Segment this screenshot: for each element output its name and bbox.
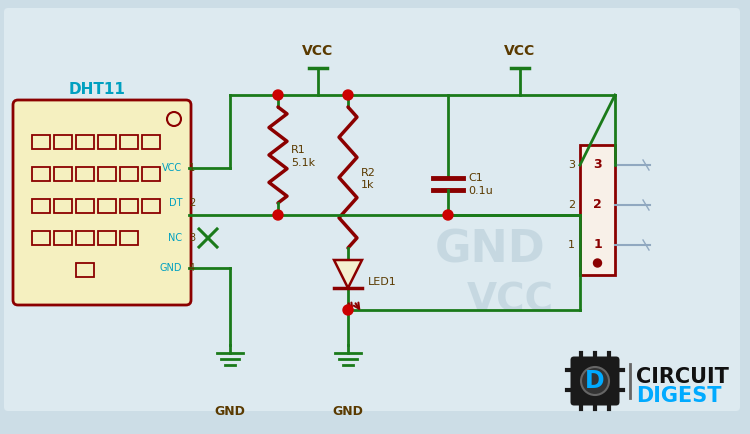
- Bar: [98, 199, 116, 213]
- Bar: [142, 167, 160, 181]
- Bar: [32, 231, 50, 245]
- Bar: [98, 231, 116, 245]
- Bar: [54, 167, 72, 181]
- Text: C1: C1: [468, 173, 483, 183]
- Circle shape: [273, 210, 283, 220]
- Text: 2: 2: [593, 198, 602, 211]
- Text: GND: GND: [435, 228, 545, 272]
- Circle shape: [343, 90, 353, 100]
- Text: 1: 1: [568, 240, 575, 250]
- Text: NC: NC: [168, 233, 182, 243]
- Text: VCC: VCC: [162, 163, 182, 173]
- Text: DIGEST: DIGEST: [636, 386, 722, 406]
- Bar: [76, 263, 94, 277]
- Bar: [98, 167, 116, 181]
- Text: GND: GND: [160, 263, 182, 273]
- Text: CIRCUIT: CIRCUIT: [636, 367, 729, 387]
- Text: 2: 2: [568, 200, 575, 210]
- Text: 3: 3: [593, 158, 602, 171]
- Bar: [98, 135, 116, 149]
- Bar: [142, 199, 160, 213]
- Bar: [32, 199, 50, 213]
- Bar: [120, 135, 138, 149]
- Text: VCC: VCC: [466, 281, 554, 319]
- Text: VCC: VCC: [302, 44, 334, 58]
- Bar: [120, 199, 138, 213]
- Text: 1: 1: [593, 239, 602, 251]
- FancyBboxPatch shape: [571, 356, 620, 405]
- Text: 5.1k: 5.1k: [291, 158, 315, 168]
- Circle shape: [273, 90, 283, 100]
- Text: 1: 1: [189, 163, 195, 173]
- Text: VCC: VCC: [504, 44, 536, 58]
- Bar: [32, 135, 50, 149]
- FancyBboxPatch shape: [4, 8, 740, 411]
- Text: GND: GND: [214, 405, 245, 418]
- Text: 1k: 1k: [361, 181, 374, 191]
- Bar: [120, 231, 138, 245]
- Text: 2: 2: [189, 198, 195, 208]
- Bar: [76, 231, 94, 245]
- Text: D: D: [585, 369, 604, 393]
- Bar: [54, 231, 72, 245]
- Circle shape: [167, 112, 181, 126]
- Text: 0.1u: 0.1u: [468, 186, 493, 196]
- Circle shape: [343, 305, 353, 315]
- Bar: [142, 135, 160, 149]
- Circle shape: [443, 210, 453, 220]
- Text: 3: 3: [189, 233, 195, 243]
- Text: R1: R1: [291, 145, 306, 155]
- Circle shape: [581, 367, 609, 395]
- Text: GND: GND: [332, 405, 364, 418]
- Circle shape: [593, 259, 602, 267]
- Bar: [76, 167, 94, 181]
- FancyBboxPatch shape: [580, 145, 615, 275]
- Text: DHT11: DHT11: [68, 82, 125, 97]
- Bar: [54, 199, 72, 213]
- Text: 3: 3: [568, 160, 575, 170]
- Bar: [76, 199, 94, 213]
- Text: LED1: LED1: [368, 277, 397, 287]
- Polygon shape: [334, 260, 362, 288]
- Text: DT: DT: [169, 198, 182, 208]
- Text: 4: 4: [189, 263, 195, 273]
- Bar: [32, 167, 50, 181]
- Bar: [120, 167, 138, 181]
- Text: R2: R2: [361, 168, 376, 178]
- Bar: [54, 135, 72, 149]
- FancyBboxPatch shape: [13, 100, 191, 305]
- Bar: [76, 135, 94, 149]
